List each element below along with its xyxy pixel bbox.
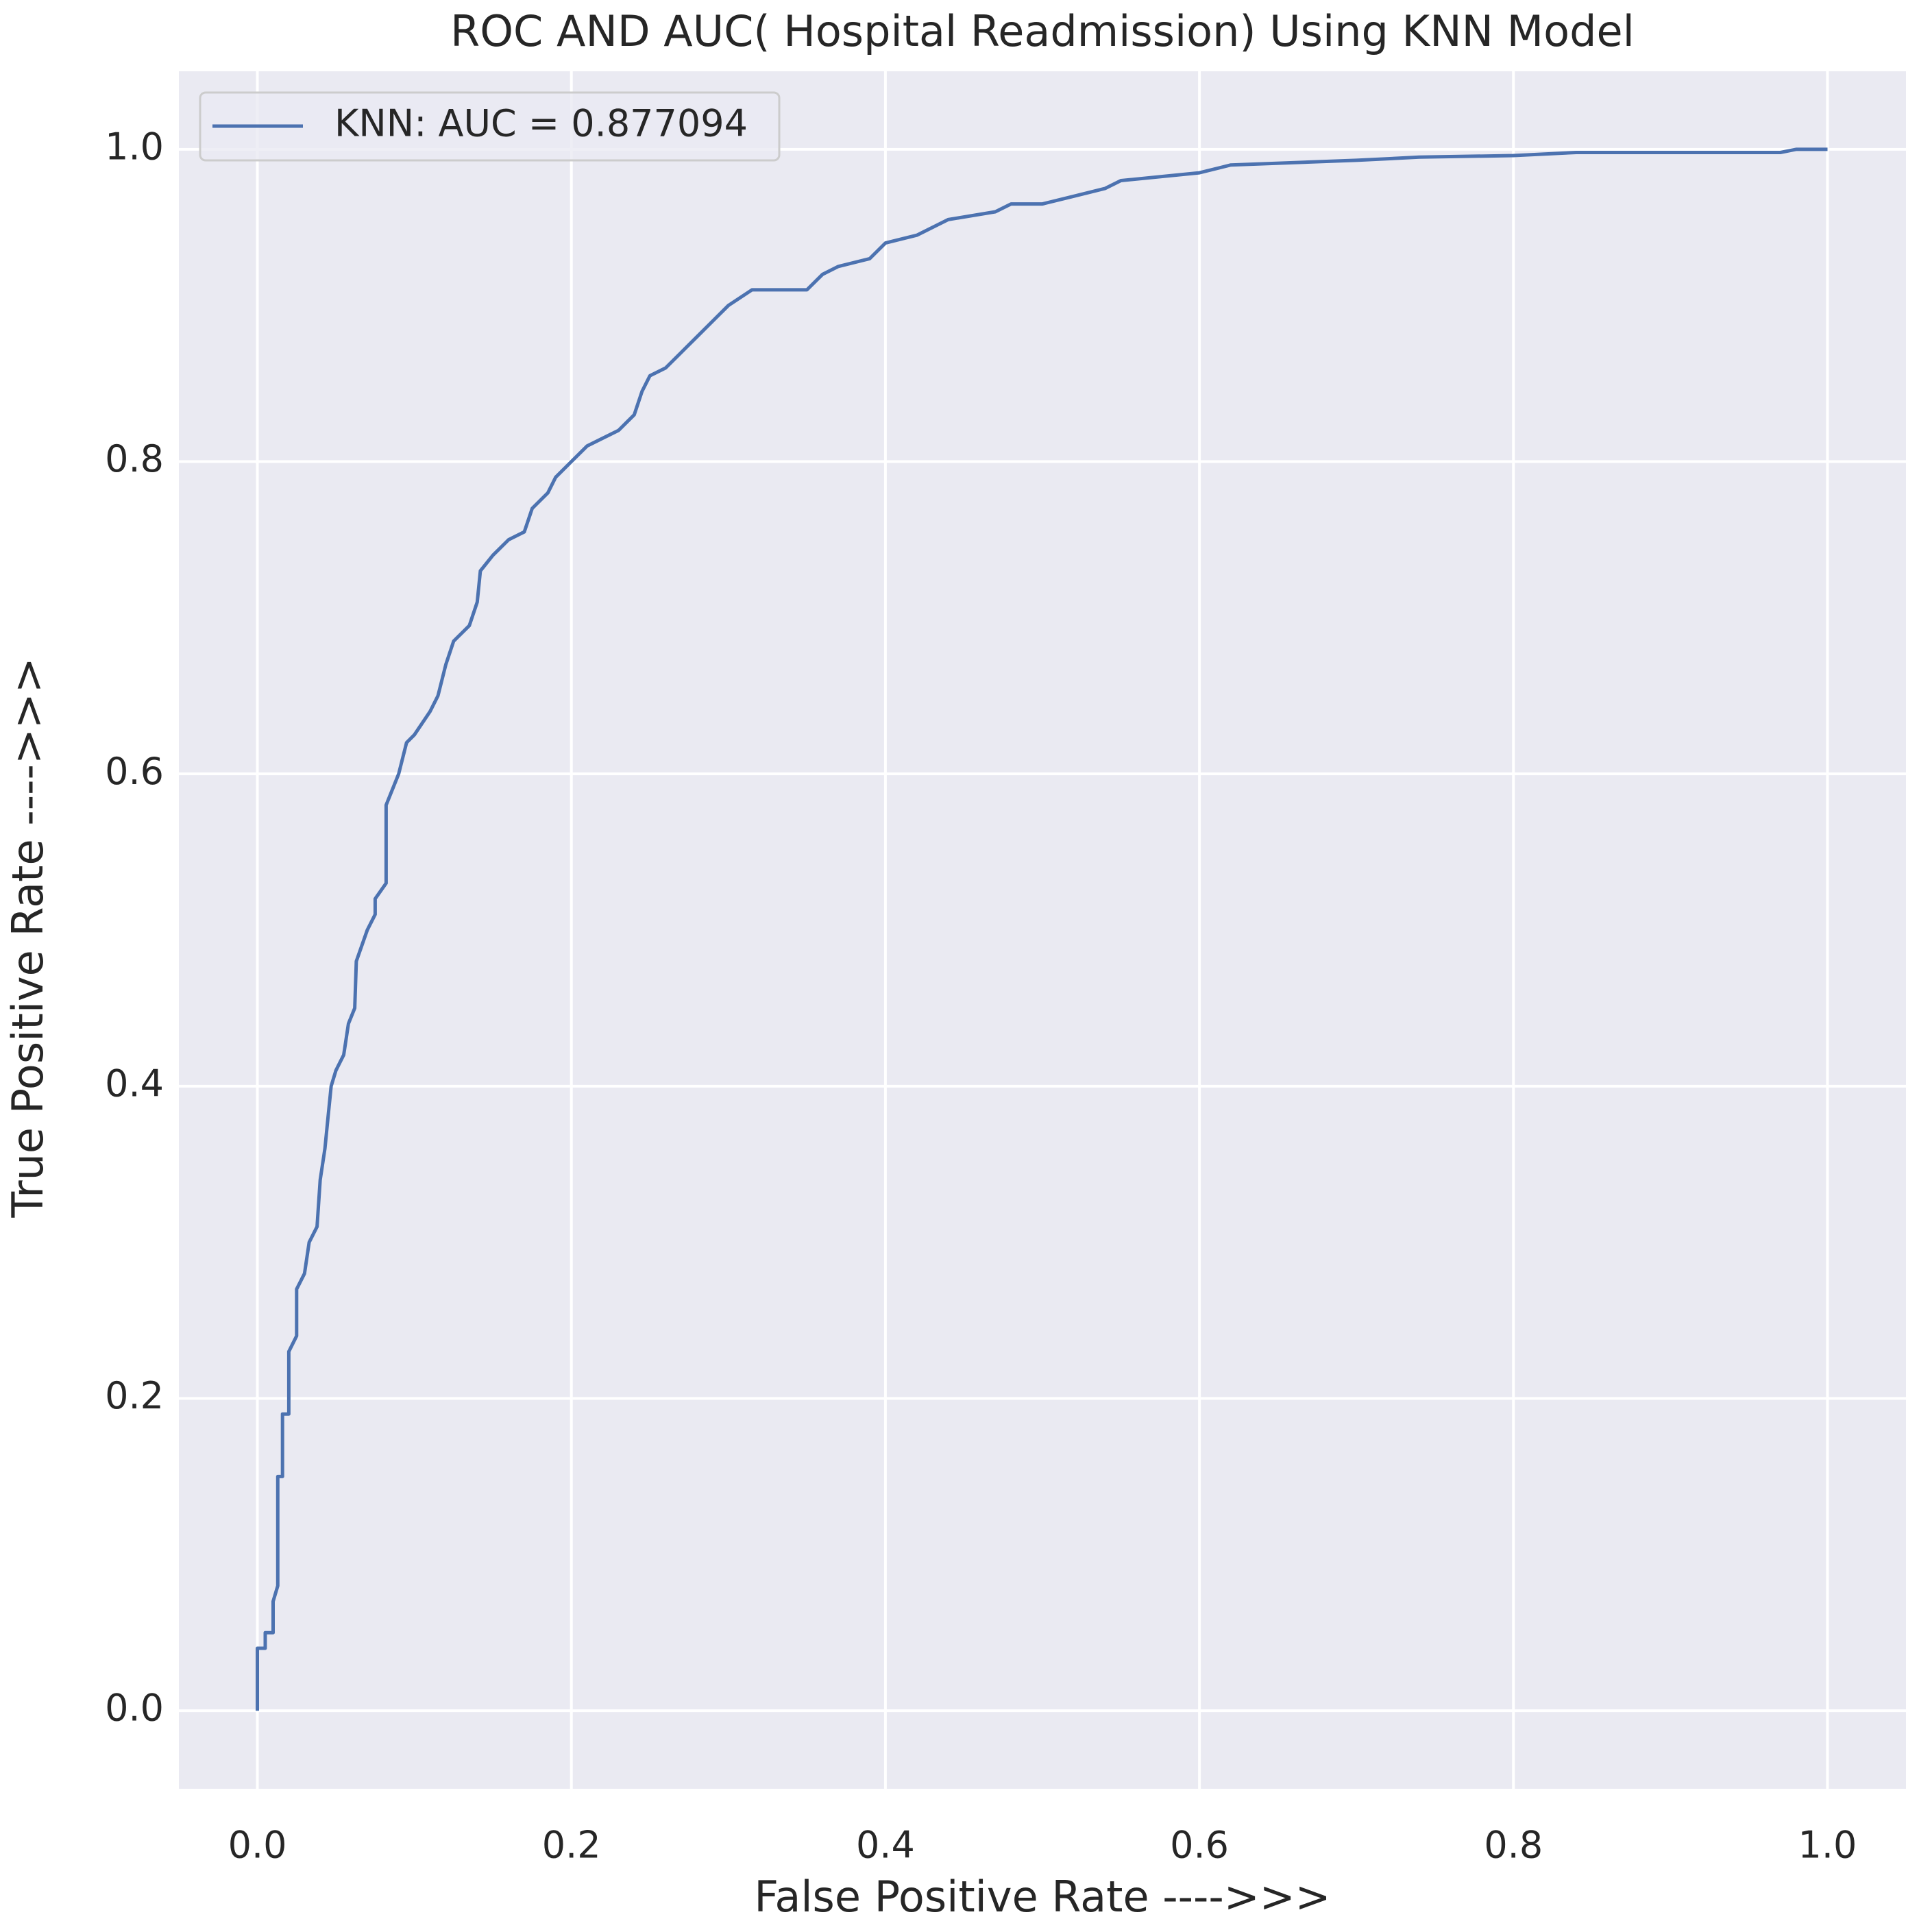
x-tick-label: 0.2 bbox=[542, 1824, 601, 1867]
plot-area bbox=[179, 71, 1906, 1789]
y-tick-label: 0.0 bbox=[105, 1687, 164, 1730]
chart-title: ROC AND AUC( Hospital Readmission) Using… bbox=[450, 6, 1635, 56]
legend-box bbox=[199, 91, 781, 162]
y-tick-label: 0.8 bbox=[105, 437, 164, 480]
y-tick-label: 0.6 bbox=[105, 750, 164, 793]
x-tick-label: 0.0 bbox=[228, 1824, 287, 1867]
x-tick-label: 0.8 bbox=[1484, 1824, 1543, 1867]
y-tick-label: 0.4 bbox=[105, 1062, 164, 1105]
x-tick-label: 0.4 bbox=[856, 1824, 915, 1867]
x-axis-label: False Positive Rate ---->>> bbox=[754, 1872, 1330, 1922]
y-tick-label: 0.2 bbox=[105, 1374, 164, 1417]
y-axis-label: True Positive Rate ---->>> bbox=[3, 657, 53, 1218]
y-tick-label: 1.0 bbox=[105, 125, 164, 169]
legend-label: KNN: AUC = 0.877094 bbox=[334, 102, 748, 145]
x-tick-label: 1.0 bbox=[1798, 1824, 1857, 1867]
x-tick-label: 0.6 bbox=[1170, 1824, 1229, 1867]
roc-line bbox=[256, 147, 1828, 1711]
